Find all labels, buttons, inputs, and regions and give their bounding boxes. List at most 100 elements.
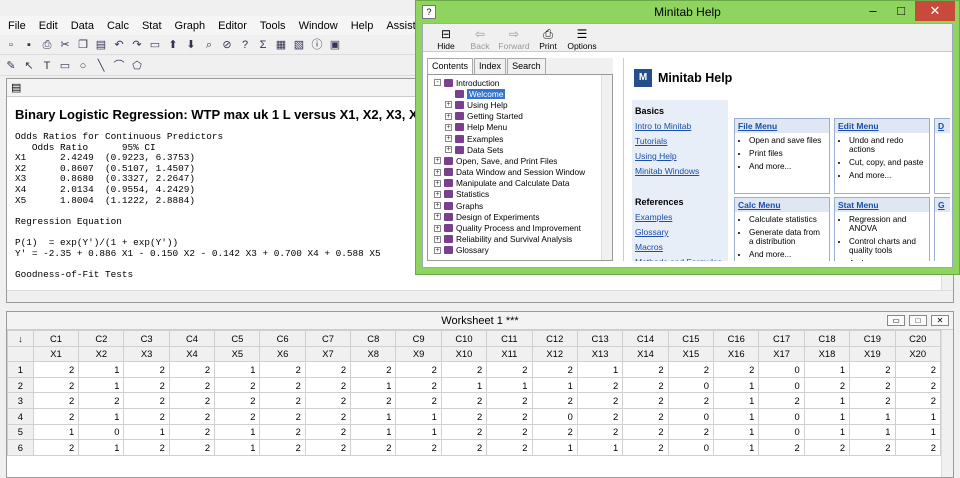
column-name-cell[interactable]: X8 [350, 345, 397, 363]
data-cell[interactable]: 2 [531, 423, 578, 441]
column-header[interactable]: C17 [758, 330, 805, 347]
project-icon[interactable]: ▦ [275, 38, 287, 51]
data-cell[interactable]: 0 [758, 407, 805, 425]
pointer-icon[interactable]: ↖ [24, 59, 34, 72]
cut-icon[interactable]: ✂ [60, 38, 70, 51]
card-title-link[interactable]: G [935, 198, 950, 212]
column-header[interactable]: C2 [78, 330, 125, 347]
row-header[interactable]: 2 [7, 376, 34, 394]
data-cell[interactable]: 2 [440, 439, 488, 456]
tree-item[interactable]: + Data Window and Session Window [428, 167, 612, 178]
close-button[interactable]: ✕ [915, 1, 955, 21]
maximize-button[interactable]: □ [897, 3, 905, 18]
help-link[interactable]: Examples [635, 212, 673, 222]
data-cell[interactable]: 2 [32, 439, 80, 456]
expand-toggle-icon[interactable]: + [434, 213, 441, 221]
tree-item[interactable]: - Introduction [428, 77, 612, 88]
data-cell[interactable]: 2 [32, 376, 80, 394]
data-cell[interactable]: 2 [531, 361, 578, 378]
card-item[interactable]: And more... [749, 250, 825, 259]
data-cell[interactable]: 2 [259, 423, 306, 441]
data-cell[interactable]: 0 [758, 361, 805, 378]
help-back-button[interactable]: ⇦ Back [463, 27, 497, 51]
help-link[interactable]: Minitab Windows [635, 166, 700, 176]
copy-icon[interactable]: ❐ [78, 38, 88, 51]
graph-icon[interactable]: ▧ [293, 38, 305, 51]
help-link[interactable]: Macros [635, 242, 663, 252]
menu-item-calc[interactable]: Calc [106, 19, 129, 32]
sum-icon[interactable]: Σ [259, 38, 267, 51]
data-cell[interactable]: 1 [531, 439, 578, 456]
column-header[interactable]: C18 [803, 330, 851, 347]
data-cell[interactable]: 2 [667, 361, 715, 378]
help-print-button[interactable]: ⎙ Print [531, 27, 565, 51]
tree-item[interactable]: Welcome [428, 88, 612, 99]
data-cell[interactable]: 1 [350, 423, 397, 441]
worksheet-grid[interactable]: ↓ C1 C2 C3 C4 C5 C6 C7 C8 C9 C10 C11 C12 C13 C14 C15 C16… [7, 330, 941, 456]
data-cell[interactable]: 2 [395, 376, 442, 394]
data-cell[interactable]: 2 [622, 392, 669, 409]
data-cell[interactable]: 2 [168, 392, 216, 409]
data-cell[interactable]: 1 [576, 439, 624, 456]
menu-item-tools[interactable]: Tools [259, 19, 286, 32]
tree-item[interactable]: + Graphs [428, 200, 612, 211]
data-cell[interactable]: 2 [576, 376, 624, 394]
data-cell[interactable]: 2 [304, 423, 352, 441]
card-title-link[interactable]: Edit Menu [835, 119, 929, 133]
data-cell[interactable]: 1 [395, 407, 442, 425]
data-cell[interactable]: 2 [894, 392, 941, 409]
tree-item[interactable]: + Quality Process and Improvement [428, 222, 612, 233]
data-cell[interactable]: 2 [531, 392, 578, 409]
help-icon[interactable]: ? [241, 38, 249, 51]
data-cell[interactable]: 2 [849, 361, 896, 378]
line-icon[interactable]: ╲ [97, 59, 105, 72]
data-cell[interactable]: 1 [78, 407, 125, 425]
print-icon[interactable]: ⎙ [42, 38, 52, 51]
column-name-cell[interactable]: X6 [259, 345, 306, 363]
card-title-link[interactable]: Calc Menu [735, 198, 829, 212]
data-cell[interactable]: 2 [78, 392, 125, 409]
expand-toggle-icon[interactable]: + [445, 146, 452, 154]
data-cell[interactable]: 2 [168, 361, 216, 378]
data-cell[interactable]: 1 [849, 423, 896, 441]
menu-item-editor[interactable]: Editor [218, 19, 247, 32]
card-title-link[interactable]: D [935, 119, 950, 133]
data-cell[interactable]: 2 [713, 361, 760, 378]
data-cell[interactable]: 0 [667, 376, 715, 394]
data-cell[interactable]: 2 [440, 361, 488, 378]
data-cell[interactable]: 2 [123, 376, 170, 394]
data-cell[interactable]: 1 [849, 407, 896, 425]
info-icon[interactable]: ⓘ [311, 38, 323, 51]
help-link[interactable]: Methods and Formulas [635, 257, 725, 261]
data-cell[interactable]: 1 [78, 376, 125, 394]
expand-toggle-icon[interactable]: + [445, 112, 452, 120]
tree-item[interactable]: + Examples [428, 133, 612, 144]
session-output[interactable]: Binary Logistic Regression: WTP max uk 1… [7, 97, 953, 302]
data-cell[interactable]: 2 [214, 376, 261, 394]
data-cell[interactable]: 2 [440, 407, 488, 425]
column-name-cell[interactable]: X14 [622, 345, 669, 363]
data-cell[interactable]: 2 [350, 439, 397, 456]
data-cell[interactable]: 1 [214, 439, 261, 456]
data-cell[interactable]: 1 [78, 361, 125, 378]
tab-contents[interactable]: Contents [427, 58, 474, 74]
data-cell[interactable]: 2 [395, 439, 442, 456]
column-name-cell[interactable]: X2 [78, 345, 125, 363]
data-cell[interactable]: 0 [758, 376, 805, 394]
tree-item[interactable]: + Open, Save, and Print Files [428, 155, 612, 166]
data-cell[interactable]: 2 [259, 361, 306, 378]
column-name-cell[interactable]: X10 [440, 345, 488, 363]
data-cell[interactable]: 1 [214, 423, 261, 441]
column-name-cell[interactable]: X3 [123, 345, 170, 363]
menu-item-file[interactable]: File [8, 19, 26, 32]
column-header[interactable]: C4 [168, 330, 216, 347]
column-header[interactable]: C14 [622, 330, 669, 347]
maximize-button[interactable]: □ [909, 315, 927, 326]
data-cell[interactable]: 1 [713, 423, 760, 441]
tree-item[interactable]: + Getting Started [428, 111, 612, 122]
polygon-icon[interactable]: ⬠ [132, 59, 142, 72]
data-cell[interactable]: 2 [486, 423, 533, 441]
data-cell[interactable]: 1 [713, 439, 760, 456]
column-header[interactable]: C20 [894, 330, 941, 347]
row-header[interactable]: 4 [7, 407, 34, 425]
